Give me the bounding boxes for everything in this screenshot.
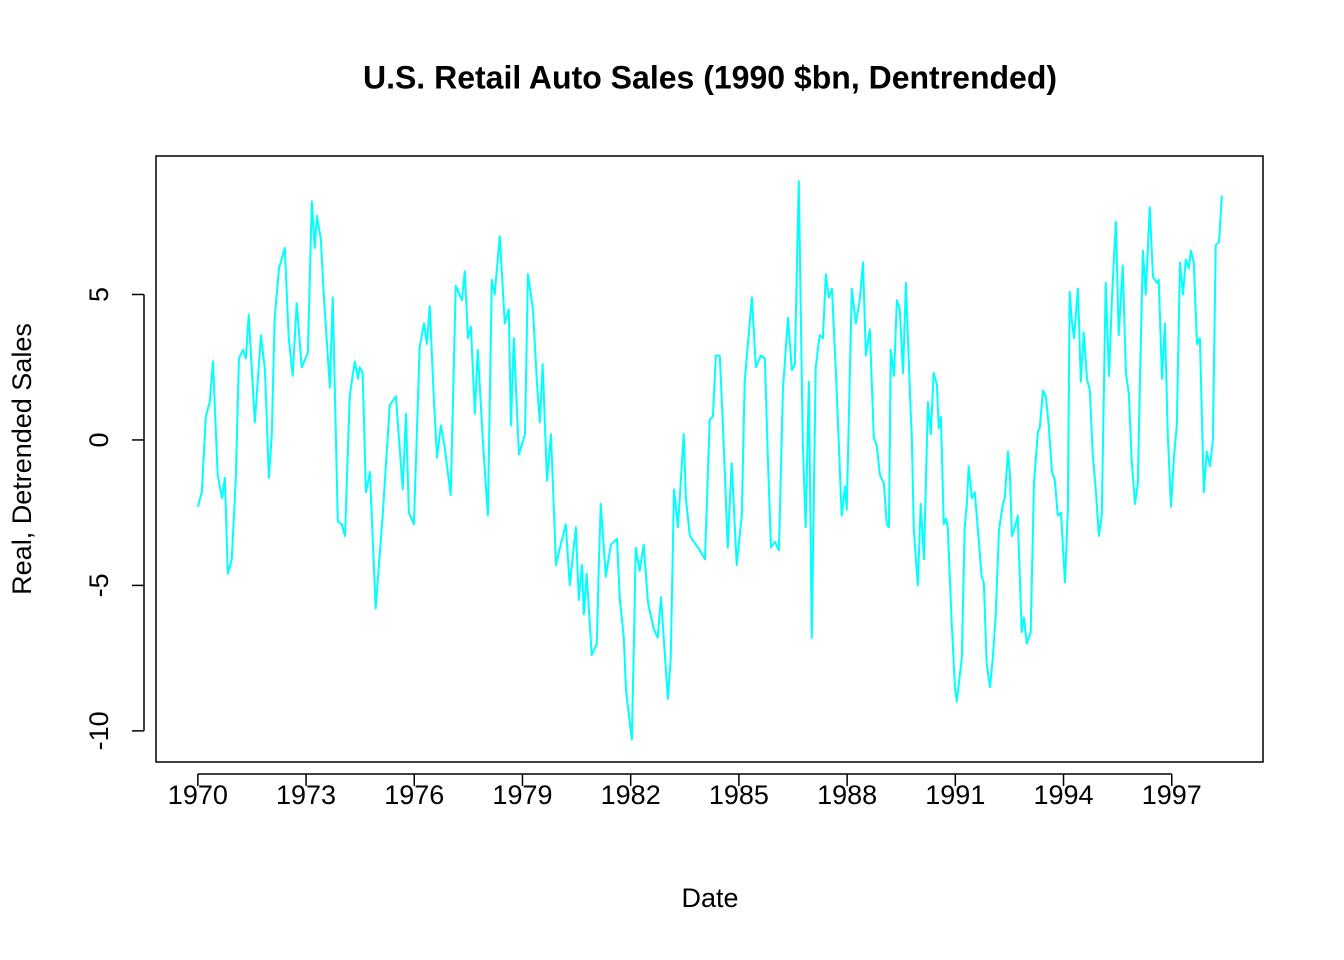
x-tick-label: 1976 <box>384 780 444 810</box>
x-tick-label: 1973 <box>276 780 336 810</box>
x-tick-label: 1970 <box>168 780 228 810</box>
x-tick-label: 1982 <box>601 780 661 810</box>
y-tick-label: 0 <box>84 432 114 447</box>
plot-frame <box>155 155 1264 763</box>
y-tick-label: -10 <box>84 711 114 750</box>
chart-title: U.S. Retail Auto Sales (1990 $bn, Dentre… <box>363 59 1057 95</box>
y-tick-label: 5 <box>84 287 114 302</box>
x-tick-label: 1991 <box>925 780 985 810</box>
x-tick-label: 1979 <box>492 780 552 810</box>
y-axis-label: Real, Detrended Sales <box>7 323 37 595</box>
y-tick-label: -5 <box>84 573 114 597</box>
x-tick-label: 1988 <box>817 780 877 810</box>
x-tick-label: 1997 <box>1142 780 1202 810</box>
data-line <box>196 180 1223 741</box>
x-tick-label: 1985 <box>709 780 769 810</box>
x-tick-label: 1994 <box>1033 780 1093 810</box>
x-axis-label: Date <box>681 883 738 913</box>
